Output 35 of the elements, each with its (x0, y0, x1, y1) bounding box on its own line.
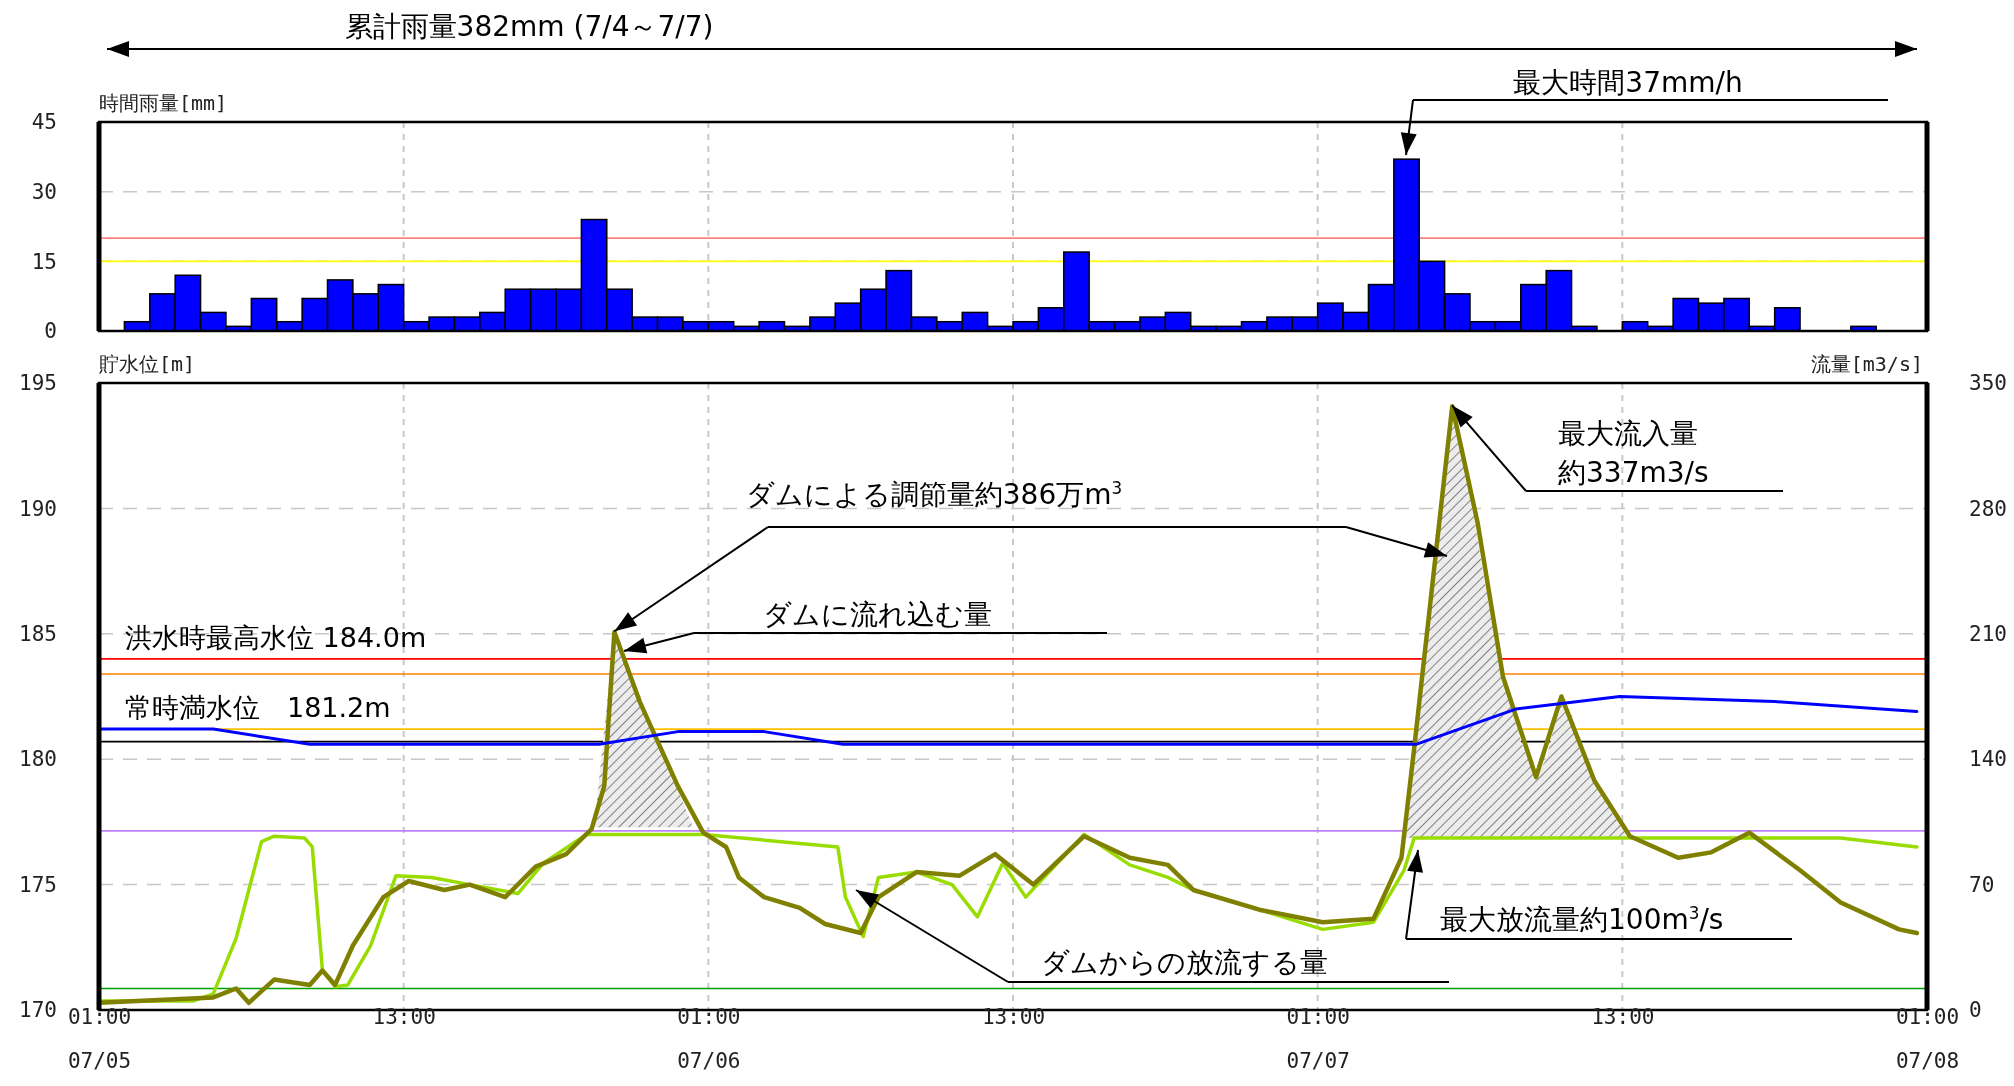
text: 累計雨量382mm (7/4～7/7) (344, 10, 714, 43)
y2-tick-label: 210 (1969, 622, 2007, 647)
ref-line-label: 常時満水位 181.2m (125, 692, 391, 724)
y-tick-label: 170 (19, 998, 57, 1023)
x-tick-label: 01:00 07/05 (67, 1005, 132, 1074)
y-tick-label: 15 (31, 249, 57, 274)
y2-tick-label: 350 (1969, 371, 2007, 396)
y2-tick-label: 280 (1969, 496, 2007, 521)
y-tick-label: 185 (19, 622, 57, 647)
y2-tick-label: 0 (1969, 998, 1982, 1023)
x-tick-label: 13:00 (1591, 1005, 1655, 1029)
annotation: 最大放流量約100m$^{3}$/s (1440, 903, 1724, 936)
y-tick-label: 30 (31, 179, 57, 204)
y-tick-label: 175 (19, 872, 57, 897)
y-tick-label: 180 (19, 747, 57, 772)
ref-line-label: 洪水時最高水位 184.0m (125, 621, 427, 653)
x-tick-label: 01:00 07/07 (1286, 1005, 1350, 1074)
x-tick-label: 01:00 07/06 (677, 1005, 741, 1074)
annotation: ダムに流れ込む量 (762, 598, 992, 631)
y-axis-title: 貯水位[m] (99, 352, 196, 376)
y2-axis-title: 流量[m3/s] (1810, 352, 1923, 376)
x-tick-label: 01:00 07/08 (1895, 1005, 1960, 1074)
y2-tick-label: 140 (1969, 747, 2007, 772)
text: 最大時間37mm/h (1513, 66, 1743, 99)
y-tick-label: 45 (31, 110, 57, 135)
annotation: ダムによる調節量約386万m$^{3}$ (745, 478, 1123, 511)
x-tick-label: 13:00 (981, 1005, 1046, 1029)
annotation: 最大流入量約337m3/s (1558, 417, 1709, 490)
y-axis-title: 時間雨量[mm] (99, 91, 228, 115)
y2-tick-label: 70 (1969, 872, 1995, 897)
y-tick-label: 190 (19, 496, 57, 521)
annotation: ダムからの放流する量 (1040, 946, 1328, 979)
x-tick-label: 13:00 (372, 1005, 436, 1029)
y-tick-label: 0 (44, 319, 57, 344)
y-tick-label: 195 (19, 371, 57, 396)
